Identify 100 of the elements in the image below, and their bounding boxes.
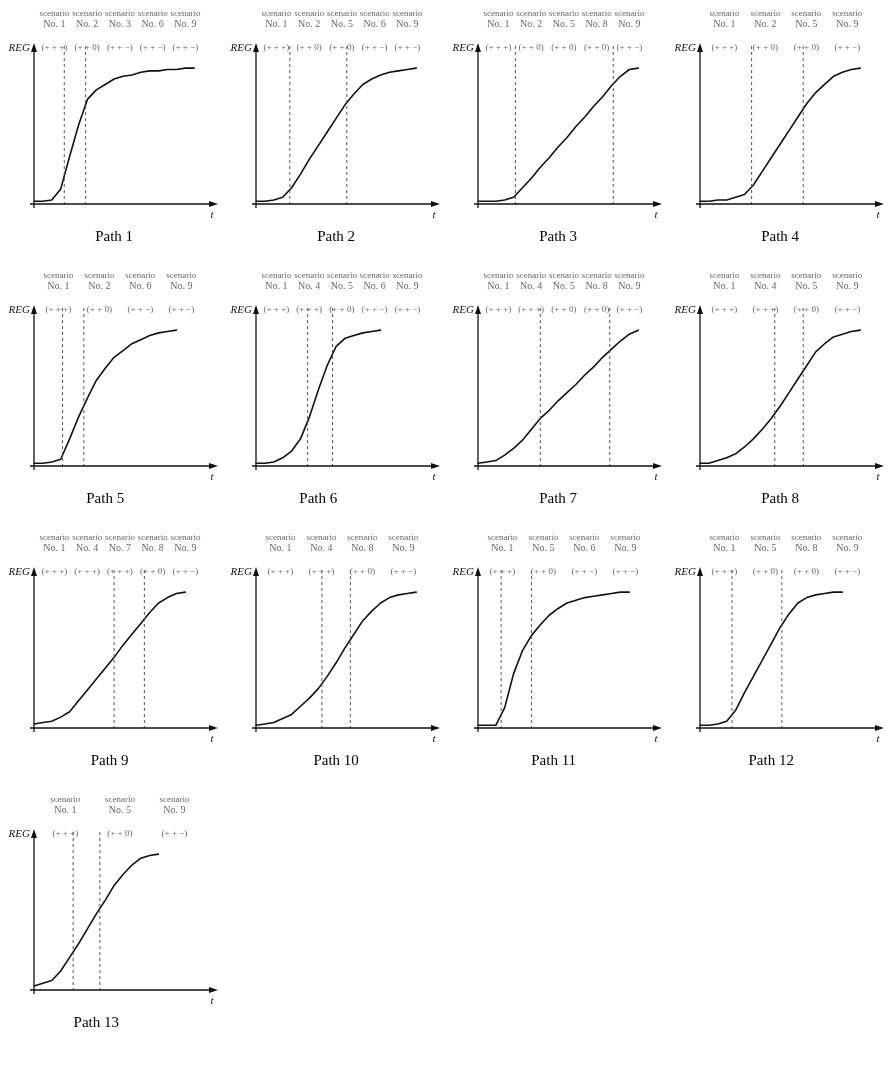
x-axis-title: t xyxy=(654,208,659,221)
text: (+ + 0) xyxy=(793,566,819,577)
text: Path 4 xyxy=(761,227,800,244)
text: Path 2 xyxy=(317,227,356,244)
text: scenario No. 5 xyxy=(326,8,358,29)
y-axis-title: REG xyxy=(451,302,475,315)
text: Path 13 xyxy=(73,1013,120,1030)
text: Path 12 xyxy=(748,751,794,768)
text: Path 6 xyxy=(299,489,338,506)
text: scenario No. 2 xyxy=(72,8,103,29)
text: scenario No. 5 xyxy=(791,270,822,291)
text: scenario No. 6 xyxy=(359,270,391,291)
text: (+ + 0) xyxy=(518,42,544,53)
text: (+ + +) xyxy=(74,566,100,577)
text: Path 10 xyxy=(313,751,359,768)
text: (+ + 0) xyxy=(86,304,112,315)
text: scenario No. 1 xyxy=(261,8,292,29)
text: (+ + −) xyxy=(139,42,166,53)
x-axis-title: t xyxy=(654,470,659,483)
text: scenario No. 4 xyxy=(72,532,103,553)
text: scenario No. 1 xyxy=(261,270,292,291)
text: scenario No. 1 xyxy=(265,532,296,553)
text: scenario No. 1 xyxy=(43,270,74,291)
text: scenario No. 3 xyxy=(104,8,136,29)
text: scenario No. 2 xyxy=(750,8,781,29)
text: scenario No. 6 xyxy=(137,8,169,29)
text: (+ + −) xyxy=(394,304,421,315)
text: (+ + +) xyxy=(41,566,68,577)
text: (+ + 0) xyxy=(584,304,610,315)
text: (+ + 0) xyxy=(752,42,778,53)
x-axis-title: t xyxy=(876,732,881,745)
text: scenario No. 9 xyxy=(832,8,863,29)
text: (+ + +) xyxy=(263,42,290,53)
text: scenario No. 9 xyxy=(392,270,423,291)
text: (+ + +) xyxy=(263,304,290,315)
text: scenario No. 9 xyxy=(166,270,197,291)
y-axis-title: REG xyxy=(229,564,253,577)
text: scenario No. 7 xyxy=(104,532,136,553)
x-axis-title: t xyxy=(432,470,437,483)
text: (+ + −) xyxy=(612,566,639,577)
text: (+ + +) xyxy=(711,566,738,577)
text: scenario No. 9 xyxy=(388,532,419,553)
text: (+ + +) xyxy=(267,566,294,577)
text: scenario No. 9 xyxy=(614,8,645,29)
text: (+ + 0) xyxy=(296,42,322,53)
x-axis-title: t xyxy=(876,208,881,221)
text: (+ + +) xyxy=(296,304,322,315)
y-axis-title: REG xyxy=(673,302,697,315)
text: scenario No. 1 xyxy=(709,270,740,291)
x-axis-title: t xyxy=(876,470,881,483)
text: scenario No. 5 xyxy=(548,270,580,291)
text: (+ + 0) xyxy=(329,304,355,315)
text: (+ + 0) xyxy=(107,828,133,839)
text: scenario No. 4 xyxy=(516,270,547,291)
text: (+ + 0) xyxy=(329,42,355,53)
text: scenario No. 2 xyxy=(294,8,325,29)
text: (+ + −) xyxy=(394,42,421,53)
x-axis-title: t xyxy=(654,732,659,745)
text: (+ + −) xyxy=(361,304,388,315)
text: (+ + +) xyxy=(485,304,512,315)
text: scenario No. 5 xyxy=(791,8,822,29)
text: (+ + −) xyxy=(361,42,388,53)
y-axis-title: REG xyxy=(673,564,697,577)
text: (+ + −) xyxy=(616,304,643,315)
y-axis-title: REG xyxy=(451,40,475,53)
text: (+ + −) xyxy=(571,566,598,577)
text: scenario No. 6 xyxy=(569,532,600,553)
y-axis-title: REG xyxy=(7,564,31,577)
text: Path 7 xyxy=(539,489,578,506)
text: (+ + +) xyxy=(107,566,133,577)
text: scenario No. 8 xyxy=(791,532,822,553)
y-axis-title: REG xyxy=(7,40,31,53)
x-axis-title: t xyxy=(432,208,437,221)
text: (+ + 0) xyxy=(793,42,819,53)
text: scenario No. 9 xyxy=(610,532,641,553)
text: scenario No. 4 xyxy=(294,270,325,291)
text: Path 8 xyxy=(761,489,800,506)
text: scenario No. 5 xyxy=(104,794,136,815)
text: scenario No. 4 xyxy=(306,532,337,553)
text: (+ + −) xyxy=(834,42,861,53)
x-axis-title: t xyxy=(210,732,215,745)
text: scenario No. 9 xyxy=(170,532,201,553)
text: scenario No. 9 xyxy=(832,270,863,291)
y-axis-title: REG xyxy=(451,564,475,577)
text: Path 9 xyxy=(90,751,129,768)
text: Path 11 xyxy=(531,751,577,768)
text: scenario No. 1 xyxy=(483,270,514,291)
text: (+ + −) xyxy=(127,304,154,315)
text: scenario No. 8 xyxy=(581,270,613,291)
text: (+ + −) xyxy=(390,566,417,577)
text: (+ + −) xyxy=(168,304,195,315)
text: (+ + 0) xyxy=(140,566,166,577)
text: (+ + +) xyxy=(711,304,738,315)
text: scenario No. 1 xyxy=(39,532,70,553)
text: Path 1 xyxy=(95,227,134,244)
text: (+ + 0) xyxy=(752,566,778,577)
text: (+ + 0) xyxy=(551,304,577,315)
text: scenario No. 2 xyxy=(84,270,115,291)
y-axis-title: REG xyxy=(7,302,31,315)
text: (+ + 0) xyxy=(793,304,819,315)
